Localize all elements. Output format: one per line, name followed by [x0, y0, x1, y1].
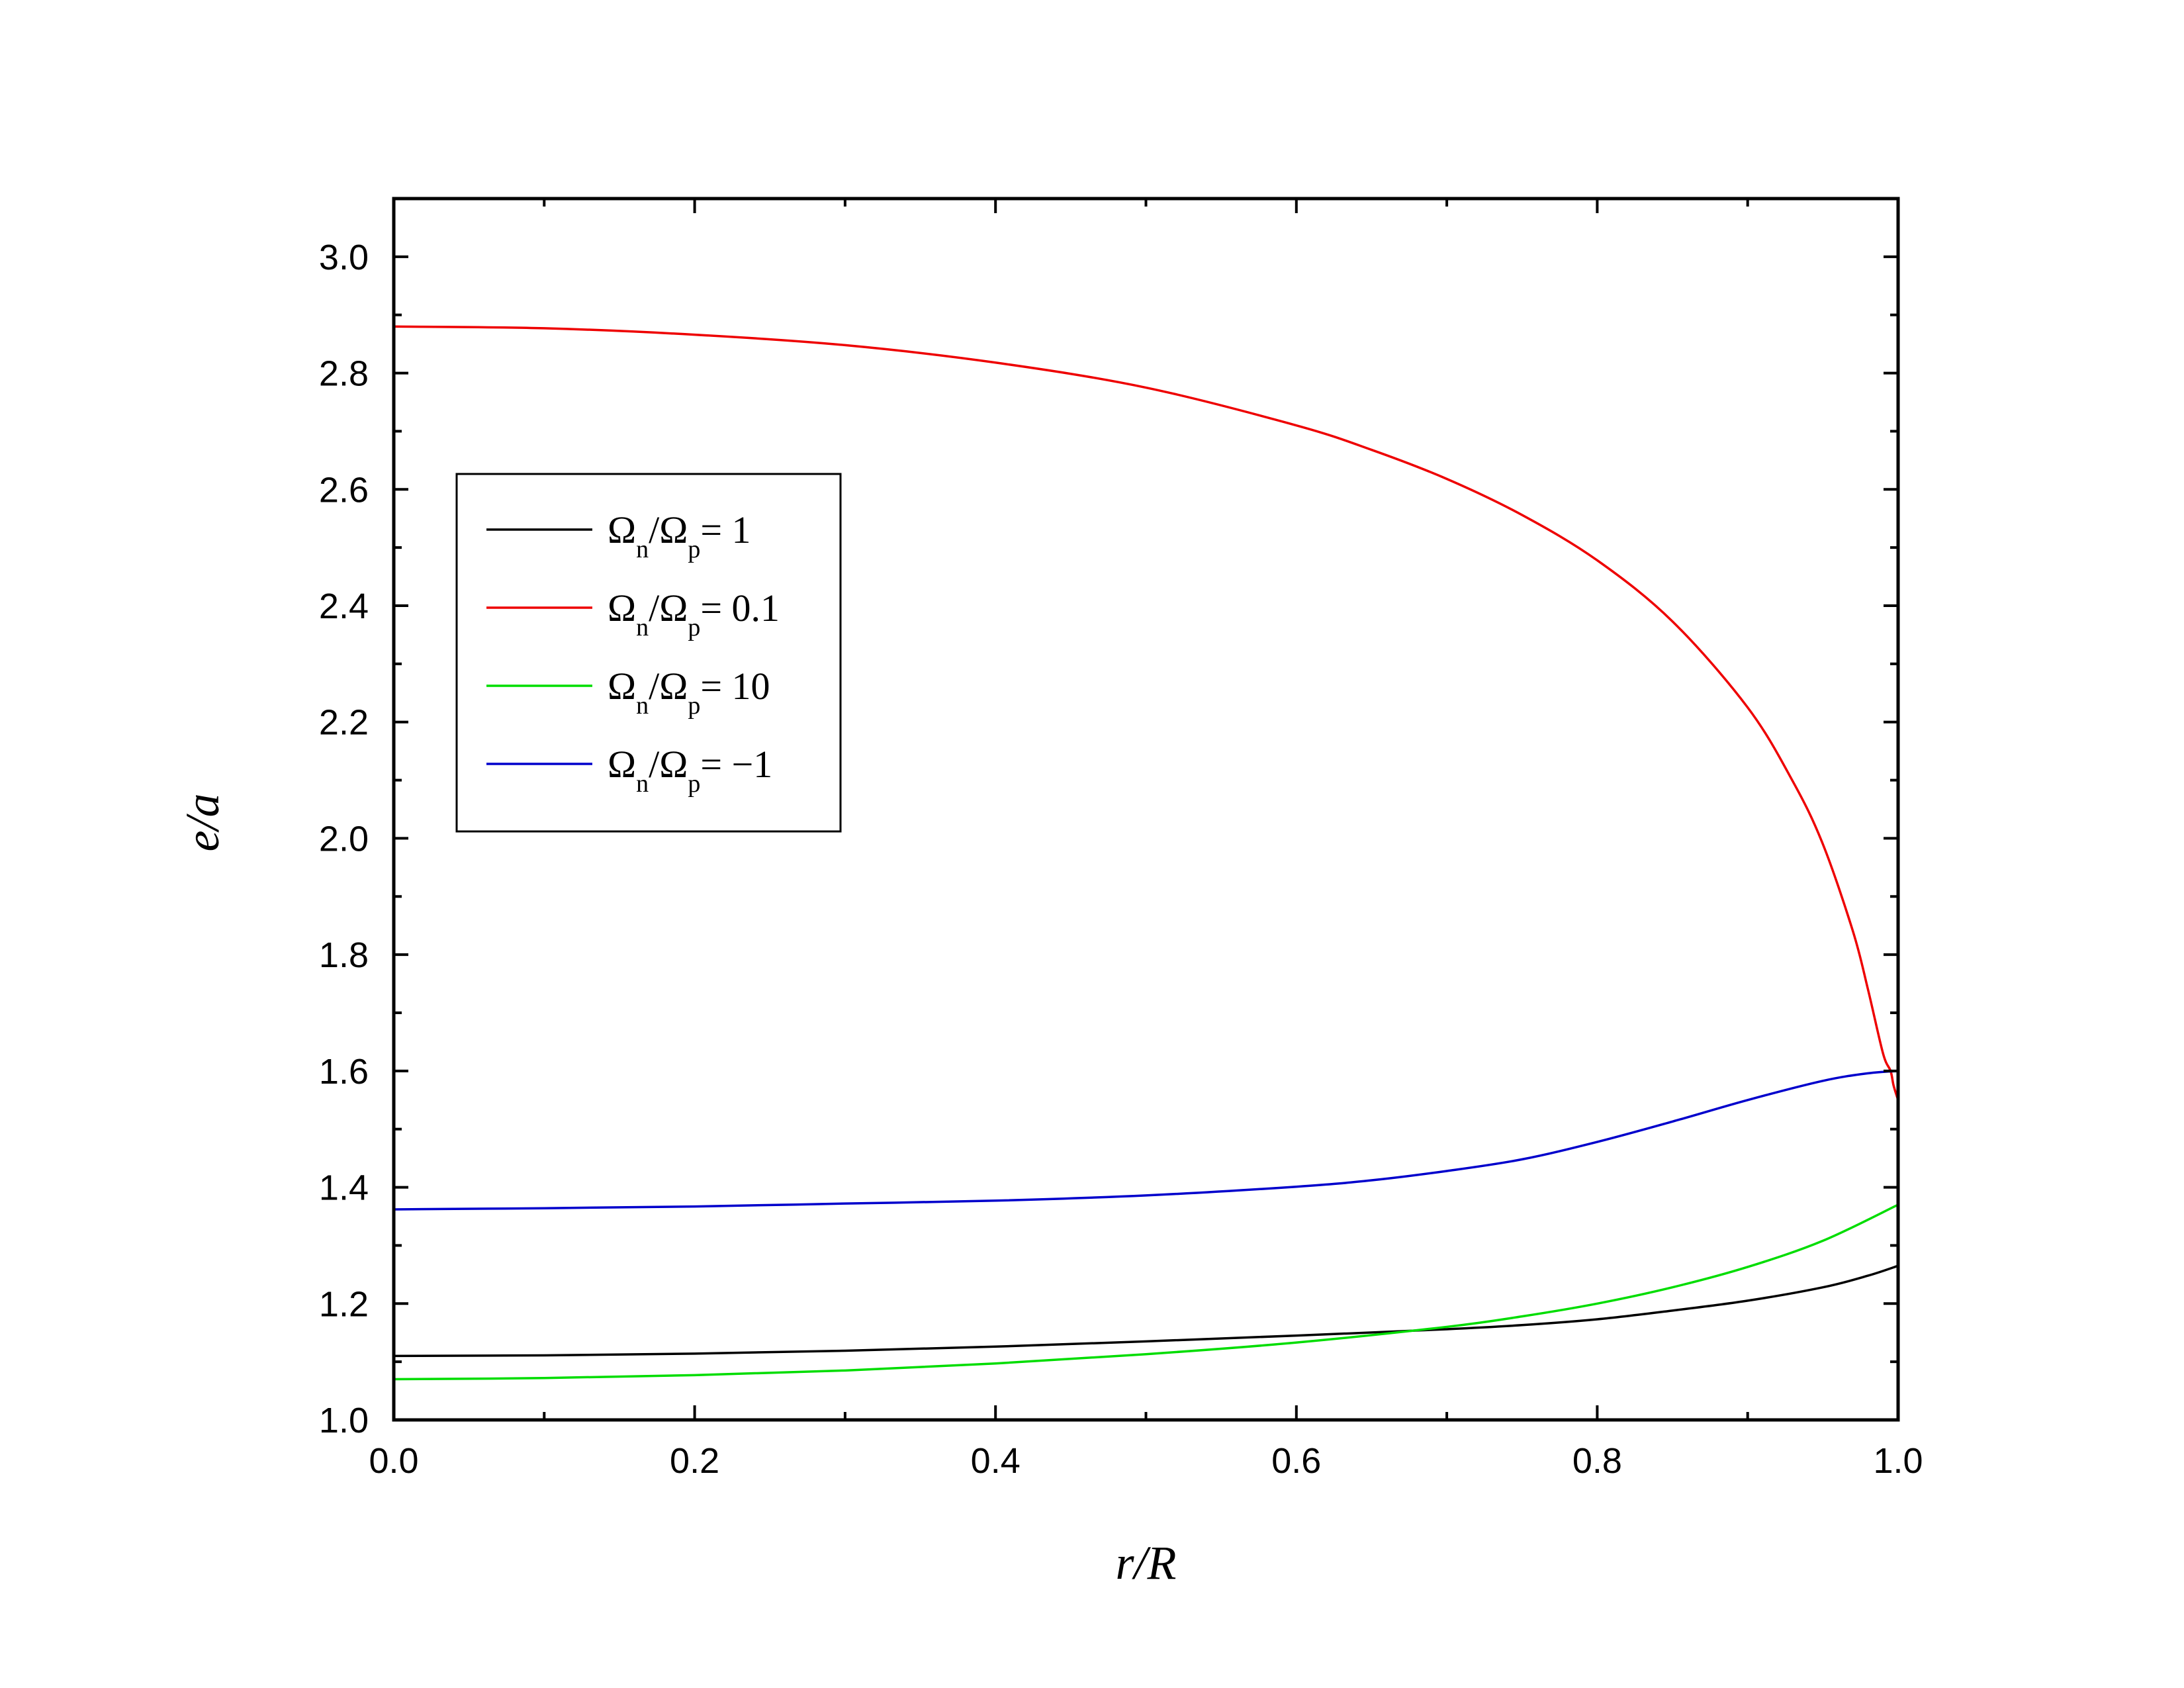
y-tick-label: 2.0 — [319, 819, 369, 859]
legend: Ωn/Ωp= 1 Ωn/Ωp= 0.1 Ωn/Ωp= 10 Ωn/Ωp= −1 — [455, 473, 842, 833]
series-lines — [393, 325, 1899, 1381]
x-tick-label: 0.8 — [1572, 1441, 1622, 1481]
y-tick-label: 2.8 — [319, 354, 369, 394]
legend-label-1: Ωn/Ωp= 0.1 — [608, 586, 780, 641]
x-tick-label: 0.6 — [1271, 1441, 1321, 1481]
y-tick-label: 1.6 — [319, 1052, 369, 1092]
y-tick-label: 1.0 — [319, 1401, 369, 1440]
y-tick-label: 2.6 — [319, 470, 369, 510]
y-tick-label: 2.4 — [319, 586, 369, 626]
series-line-0 — [393, 1264, 1899, 1358]
y-tick-label: 3.0 — [319, 238, 369, 277]
y-tick-label: 1.4 — [319, 1168, 369, 1208]
y-tick-label: 1.2 — [319, 1284, 369, 1324]
x-axis-title: r/R — [1115, 1536, 1176, 1589]
x-tick-label: 0.4 — [971, 1441, 1021, 1481]
x-tick-label: 0.2 — [670, 1441, 719, 1481]
legend-label-2: Ωn/Ωp= 10 — [608, 665, 770, 720]
plot-frame — [392, 197, 1900, 1422]
series-line-1 — [393, 325, 1899, 1101]
tick-labels: 0.0 0.2 0.4 0.6 0.8 1.0 1.0 1.2 1.4 1.6 1.8 2.0 2.2 2… — [319, 238, 1923, 1481]
legend-label-0: Ωn/Ωp= 1 — [608, 508, 751, 563]
x-tick-label: 0.0 — [369, 1441, 418, 1481]
series-line-3 — [393, 1070, 1899, 1211]
y-tick-label: 1.8 — [319, 935, 369, 975]
series-line-2 — [393, 1203, 1899, 1381]
y-axis-title: e/a — [176, 794, 229, 852]
legend-box — [455, 473, 842, 833]
legend-label-3: Ωn/Ωp= −1 — [608, 743, 772, 798]
x-tick-label: 1.0 — [1873, 1441, 1923, 1481]
y-tick-label: 2.2 — [319, 703, 369, 743]
